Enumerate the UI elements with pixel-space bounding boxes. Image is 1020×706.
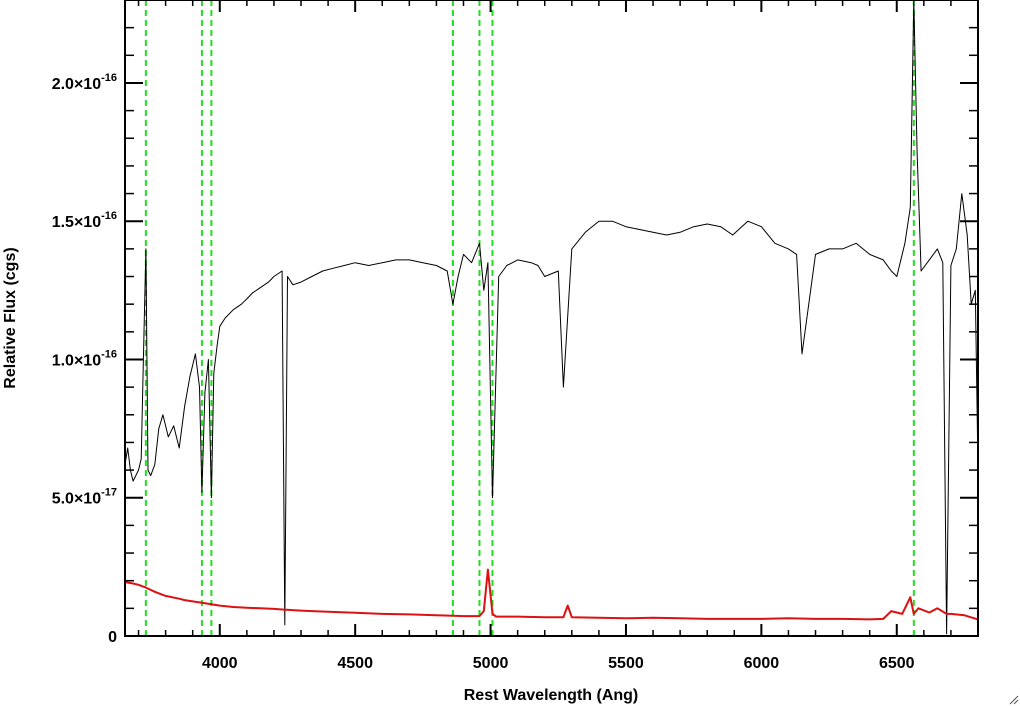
- reference-lines: [144, 0, 915, 636]
- y-tick-label-0: 0: [108, 629, 117, 646]
- x-tick-label-4500: 4500: [337, 655, 373, 672]
- resize-grip-icon[interactable]: [1009, 695, 1019, 705]
- y-tick-label-2: 1.0×10-16: [52, 348, 117, 369]
- y-tick-label-1: 5.0×10-17: [52, 487, 117, 508]
- x-axis-title: Rest Wavelength (Ang): [464, 687, 639, 704]
- x-tick-label-6000: 6000: [744, 655, 780, 672]
- series-line-1: [124, 568, 979, 621]
- series-group: [124, 0, 979, 635]
- x-axis: 4000 4500 5000 5500 6000 6500: [137, 0, 979, 672]
- x-tick-label-4000: 4000: [202, 655, 238, 672]
- y-axis-title: Relative Flux (cgs): [2, 247, 19, 388]
- series-line-0: [124, 0, 979, 635]
- x-tick-label-6500: 6500: [879, 655, 915, 672]
- y-axis: 0 5.0×10-17 1.0×10-16 1.5×10-16 2.0×10-16: [52, 26, 978, 646]
- x-tick-label-5500: 5500: [608, 655, 644, 672]
- y-tick-label-3: 1.5×10-16: [52, 210, 117, 231]
- plot-frame: [124, 0, 979, 637]
- x-tick-label-5000: 5000: [473, 655, 509, 672]
- y-tick-label-4: 2.0×10-16: [52, 72, 117, 93]
